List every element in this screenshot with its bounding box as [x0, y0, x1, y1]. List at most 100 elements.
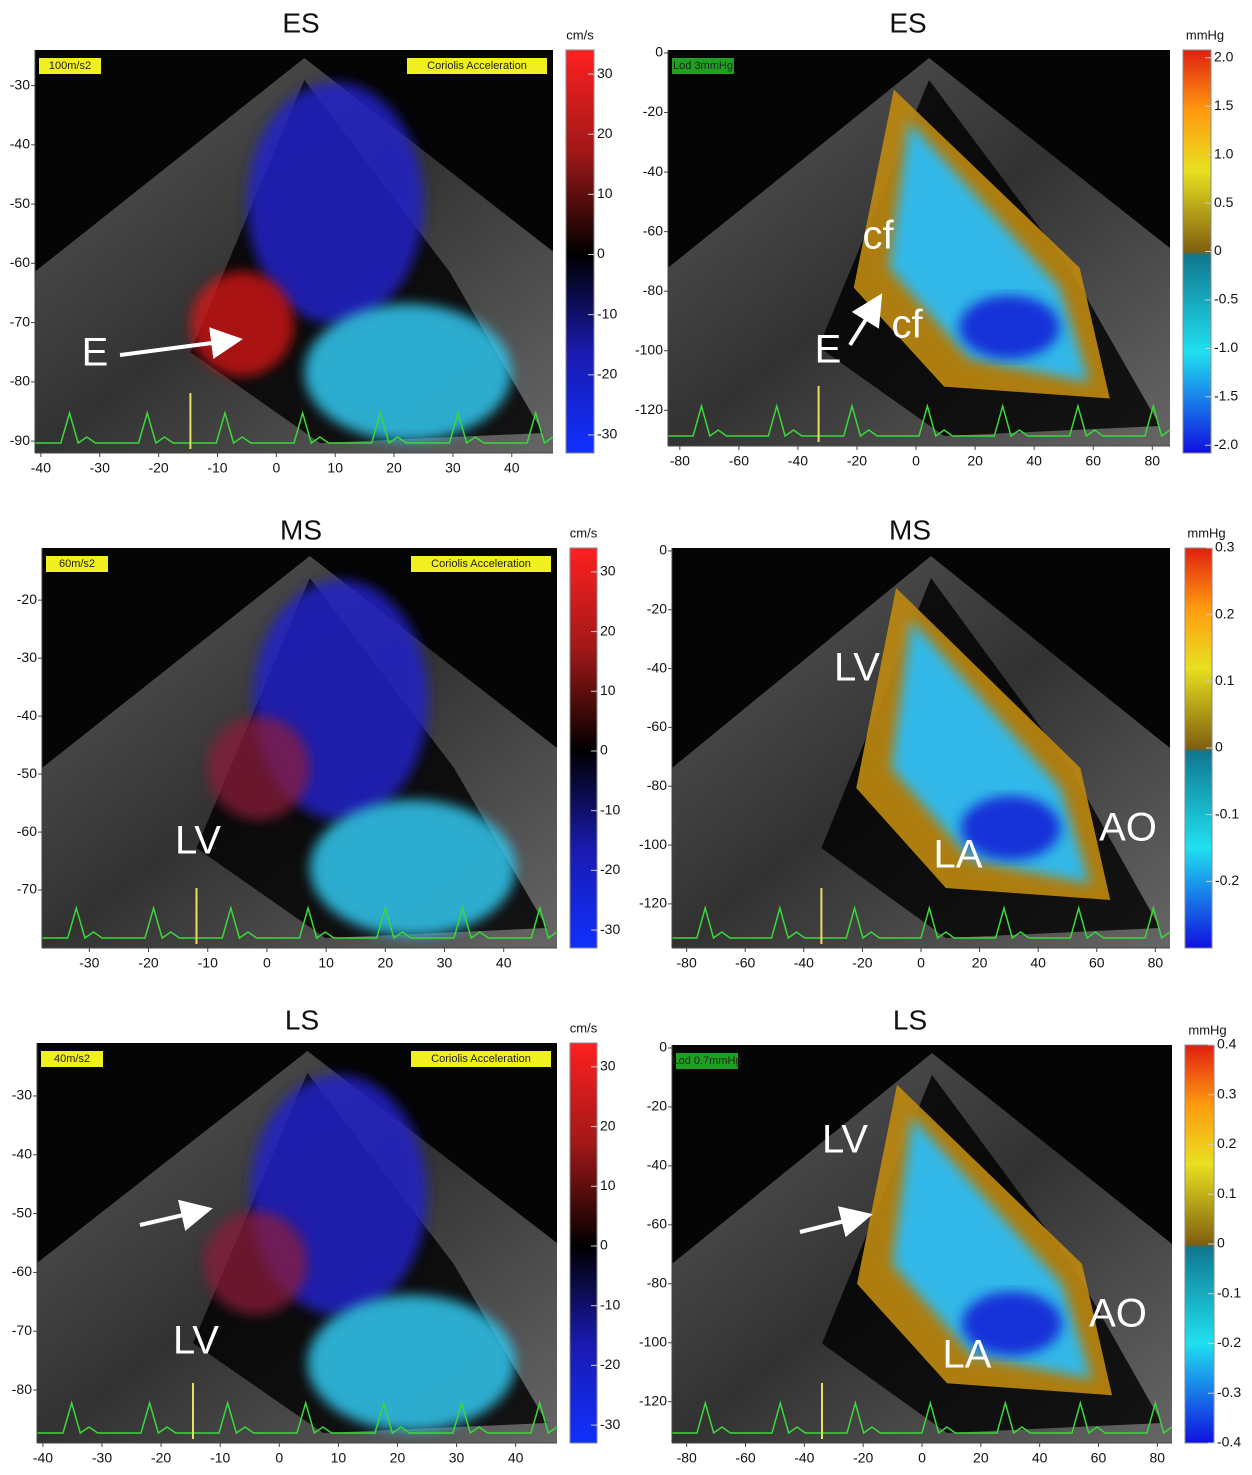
badge-label: Coriolis Acceleration: [427, 60, 527, 72]
x-tick-label: -40: [31, 460, 51, 476]
x-tick-label: -10: [210, 1450, 230, 1466]
colorbar-tick-label: 0: [1217, 1235, 1225, 1251]
panel-title: MS: [889, 514, 931, 545]
colorbar-tick-label: 10: [600, 1177, 616, 1193]
colorbar-tick-label: -10: [600, 1296, 620, 1312]
y-tick-label: -120: [639, 895, 667, 911]
x-tick-label: 0: [272, 460, 280, 476]
colorbar-tick-label: 30: [600, 563, 616, 579]
pressure-low: [960, 796, 1061, 860]
annotation: LV: [822, 1118, 868, 1162]
colorbar-tick-label: -0.2: [1217, 1334, 1241, 1350]
badge-box: [411, 1051, 551, 1067]
colorbar-unit: cm/s: [570, 1020, 598, 1035]
badge-label: Coriolis Acceleration: [431, 1053, 531, 1065]
ecg-trace: [42, 905, 558, 940]
colorbar-tick-label: -0.1: [1215, 805, 1239, 821]
y-tick-label: -80: [643, 282, 663, 298]
y-tick-label: -70: [12, 1322, 32, 1338]
x-tick-label: 40: [508, 1450, 524, 1466]
x-tick-label: 10: [327, 460, 343, 476]
y-tick-label: -60: [12, 1263, 32, 1279]
badge-box: [41, 1051, 103, 1067]
x-tick-label: -20: [148, 460, 168, 476]
y-tick-label: -40: [647, 1157, 667, 1173]
colorbar-tick-label: -10: [600, 801, 620, 817]
colorbar-tick-label: -1.0: [1214, 339, 1238, 355]
y-tick-label: -30: [17, 649, 37, 665]
arrow: [848, 293, 883, 347]
y-tick-label: 0: [655, 44, 663, 60]
y-tick-label: -70: [17, 881, 37, 897]
y-tick-label: 0: [659, 1039, 667, 1055]
y-tick-label: -60: [647, 718, 667, 734]
colorbar-tick-label: 0.3: [1217, 1085, 1237, 1101]
colorbar-tick-label: 0.5: [1214, 194, 1234, 210]
x-tick-label: -80: [677, 955, 697, 971]
x-tick-label: 20: [973, 1450, 989, 1466]
colorbar-tick-label: 0.1: [1215, 672, 1235, 688]
flow-red: [206, 716, 310, 820]
annotation: LV: [175, 819, 221, 863]
panel-title: MS: [280, 514, 322, 545]
flow-cyan: [307, 1295, 516, 1431]
x-tick-label: 80: [1144, 453, 1160, 469]
badge-label: Coriolis Acceleration: [431, 558, 531, 570]
x-tick-label: 60: [1085, 453, 1101, 469]
badge-box: [676, 1053, 738, 1069]
pressure-low: [959, 295, 1060, 359]
badge-box: [411, 556, 551, 572]
colorbar: [565, 49, 595, 454]
x-tick-label: -60: [735, 1450, 755, 1466]
panel-title: ES: [889, 7, 926, 38]
colorbar-tick-label: -0.1: [1217, 1284, 1241, 1300]
x-tick-label: -80: [670, 453, 690, 469]
x-tick-label: -20: [853, 1450, 873, 1466]
colorbar-tick-label: 2.0: [1214, 48, 1234, 64]
colorbar-tick-label: 0: [597, 245, 605, 261]
x-tick-label: -30: [92, 1450, 112, 1466]
x-tick-label: 60: [1089, 955, 1105, 971]
colorbar-tick-label: -10: [597, 305, 617, 321]
colorbar-tick-label: 0.2: [1215, 605, 1235, 621]
y-tick-label: -60: [647, 1216, 667, 1232]
colorbar-unit: mmHg: [1187, 525, 1225, 540]
ecg-trace: [672, 905, 1171, 940]
colorbar-tick-label: -0.3: [1217, 1384, 1241, 1400]
x-tick-label: -20: [852, 955, 872, 971]
colorbar-unit: cm/s: [570, 525, 598, 540]
badge-label: 40m/s2: [54, 1053, 90, 1065]
x-tick-label: -10: [198, 955, 218, 971]
y-tick-label: -120: [635, 401, 663, 417]
y-tick-label: -40: [10, 136, 30, 152]
x-tick-label: -60: [735, 955, 755, 971]
ecg-trace: [672, 1400, 1173, 1435]
colorbar: [569, 1042, 598, 1444]
ecg-trace: [35, 410, 554, 445]
arrow: [119, 327, 243, 359]
y-tick-label: -120: [639, 1392, 667, 1408]
panel-title: LS: [893, 1004, 927, 1035]
annotation: E: [815, 328, 842, 372]
annotation: LV: [173, 1319, 219, 1363]
annotation: AO: [1089, 1292, 1147, 1336]
colorbar-tick-label: 10: [600, 682, 616, 698]
x-tick-label: 40: [496, 955, 512, 971]
colorbar-unit: mmHg: [1188, 1022, 1226, 1037]
annotation: cf: [862, 214, 894, 258]
colorbar-tick-label: 20: [600, 622, 616, 638]
colorbar-tick-label: 30: [600, 1058, 616, 1074]
colorbar-tick-label: 20: [600, 1117, 616, 1133]
y-tick-label: -20: [17, 591, 37, 607]
colorbar-tick-label: -2.0: [1214, 436, 1238, 452]
x-tick-label: 0: [918, 1450, 926, 1466]
y-tick-label: -100: [639, 1333, 667, 1349]
x-tick-label: 0: [275, 1450, 283, 1466]
arrow: [799, 1206, 873, 1238]
colorbar-tick-label: -30: [597, 426, 617, 442]
x-tick-label: 80: [1150, 1450, 1166, 1466]
y-tick-label: -30: [10, 76, 30, 92]
y-tick-label: -100: [639, 836, 667, 852]
y-tick-label: -70: [10, 313, 30, 329]
y-tick-label: -80: [647, 777, 667, 793]
